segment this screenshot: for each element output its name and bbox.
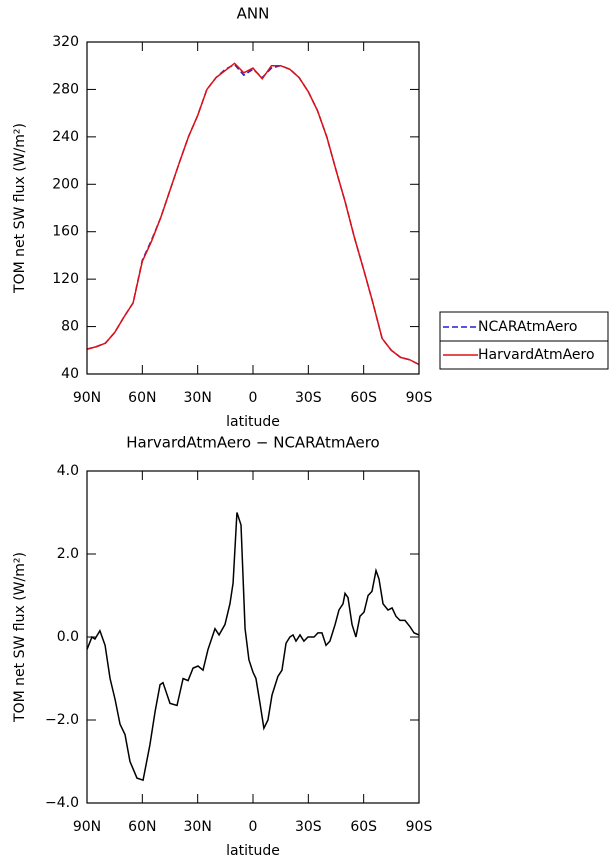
y-tick-label: −2.0	[45, 712, 79, 728]
legend-label: NCARAtmAero	[478, 319, 577, 335]
data-line	[86, 63, 420, 366]
x-tick-label: 90S	[406, 390, 433, 406]
plot-frame	[86, 470, 420, 804]
y-tick-label: 0.0	[57, 629, 79, 645]
x-axis-label: latitude	[226, 414, 280, 430]
y-axis-label: TOM net SW flux (W/m²)	[12, 123, 28, 294]
y-tick-label: 80	[61, 319, 79, 335]
data-line	[86, 512, 420, 782]
x-tick-label: 90S	[406, 819, 433, 835]
y-tick-label: 4.0	[57, 463, 79, 479]
y-tick-label: 160	[52, 224, 79, 240]
legend-label: HarvardAtmAero	[478, 347, 595, 363]
x-tick-label: 60N	[128, 819, 156, 835]
x-tick-label: 30S	[295, 819, 322, 835]
x-tick-label: 30S	[295, 390, 322, 406]
y-tick-label: 120	[52, 271, 79, 287]
x-tick-label: 30N	[184, 819, 212, 835]
x-tick-label: 60S	[350, 390, 377, 406]
y-tick-label: 40	[61, 366, 79, 382]
y-tick-label: 240	[52, 129, 79, 145]
x-axis-label: latitude	[226, 843, 280, 859]
x-tick-label: 0	[249, 819, 258, 835]
x-tick-label: 0	[249, 390, 258, 406]
data-line	[86, 62, 420, 366]
y-axis-label: TOM net SW flux (W/m²)	[12, 552, 28, 723]
plot-frame	[86, 41, 420, 375]
y-tick-label: 280	[52, 81, 79, 97]
y-tick-label: 200	[52, 176, 79, 192]
x-tick-label: 60N	[128, 390, 156, 406]
x-tick-label: 30N	[184, 390, 212, 406]
x-tick-label: 90N	[73, 819, 101, 835]
y-tick-label: −4.0	[45, 795, 79, 811]
chart-title: ANN	[237, 5, 270, 23]
x-tick-label: 90N	[73, 390, 101, 406]
y-tick-label: 320	[52, 34, 79, 50]
y-tick-label: 2.0	[57, 546, 79, 562]
x-tick-label: 60S	[350, 819, 377, 835]
chart-title: HarvardAtmAero − NCARAtmAero	[126, 434, 379, 452]
